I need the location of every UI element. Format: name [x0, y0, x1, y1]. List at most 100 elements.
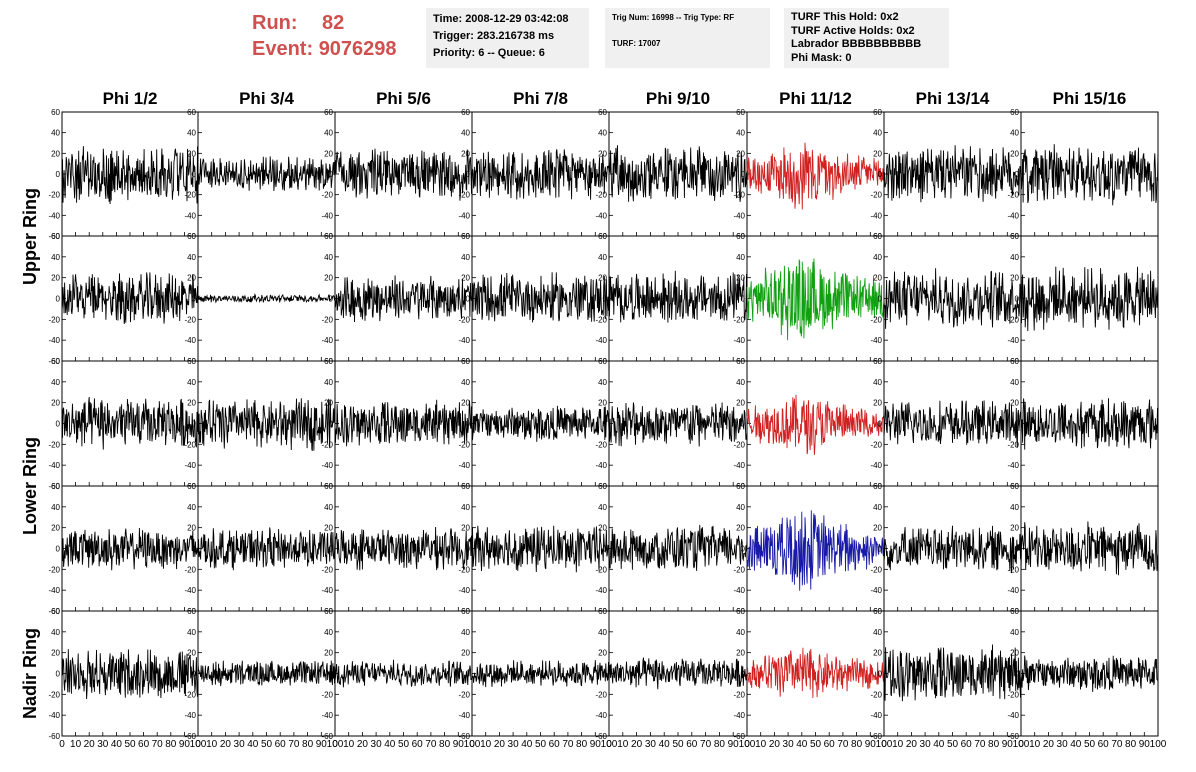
y-tick-label: -40 — [595, 211, 607, 220]
y-tick-label: 20 — [187, 149, 196, 158]
waveform-trace — [608, 402, 748, 447]
x-tick-label: 20 — [220, 739, 232, 750]
y-tick-label: -20 — [1007, 315, 1019, 324]
y-tick-label: -20 — [870, 440, 882, 449]
y-tick-label: 20 — [187, 649, 196, 658]
y-tick-label: 40 — [187, 378, 196, 387]
x-tick-label: 20 — [357, 739, 369, 750]
x-tick-label: 0 — [881, 739, 887, 750]
y-tick-label: 40 — [873, 253, 882, 262]
y-tick-label: 0 — [1015, 170, 1020, 179]
y-tick-label: 20 — [461, 649, 470, 658]
y-tick-label: -40 — [1007, 211, 1019, 220]
y-tick-label: 20 — [736, 274, 745, 283]
y-tick-label: 60 — [873, 482, 882, 491]
x-tick-label: 10 — [755, 739, 767, 750]
y-tick-label: 40 — [51, 129, 60, 138]
turf-active-line: TURF Active Holds: 0x2 — [791, 24, 915, 37]
y-tick-label: 40 — [873, 129, 882, 138]
y-tick-label: 40 — [461, 628, 470, 637]
x-tick-label: 100 — [190, 739, 207, 750]
y-tick-label: 20 — [598, 399, 607, 408]
y-tick-label: -20 — [1007, 565, 1019, 574]
panel-r5-c5: -60 -40 -20 0 20 40 60 — [595, 607, 748, 741]
y-tick-label: -40 — [321, 461, 333, 470]
y-tick-label: 0 — [741, 170, 746, 179]
trigger-line: Trigger: 283.216738 ms — [433, 30, 555, 42]
y-tick-label: 0 — [56, 420, 61, 429]
y-tick-label: 60 — [873, 357, 882, 366]
x-tick-label: 40 — [796, 739, 808, 750]
y-tick-label: 20 — [51, 399, 60, 408]
trig-line: Trig Num: 16998 -- Trig Type: RF — [612, 13, 735, 22]
y-tick-label: 40 — [1010, 253, 1019, 262]
panel-r5-c4: -60 -40 -20 0 20 40 60 — [458, 607, 610, 741]
y-tick-label: 0 — [741, 670, 746, 679]
x-tick-label: 70 — [1111, 739, 1123, 750]
panel-r5-c7: -60 -40 -20 0 20 40 60 — [870, 607, 1022, 741]
waveform-trace — [1020, 144, 1159, 206]
waveform-trace — [334, 526, 473, 571]
y-tick-label: 60 — [1010, 482, 1019, 491]
y-tick-label: 0 — [603, 670, 608, 679]
x-tick-label: 30 — [783, 739, 795, 750]
x-tick-label: 90 — [179, 739, 191, 750]
y-tick-label: 0 — [56, 295, 61, 304]
y-tick-label: 60 — [1010, 232, 1019, 241]
y-tick-label: 20 — [873, 399, 882, 408]
y-tick-label: -20 — [733, 440, 745, 449]
y-tick-label: -20 — [48, 690, 60, 699]
y-tick-label: 40 — [598, 253, 607, 262]
y-tick-label: -40 — [48, 336, 60, 345]
y-tick-label: -20 — [48, 565, 60, 574]
y-tick-label: -40 — [1007, 336, 1019, 345]
x-tick-label: 60 — [412, 739, 424, 750]
y-tick-label: 60 — [1010, 607, 1019, 616]
y-tick-label: -40 — [733, 711, 745, 720]
time-line: Time: 2008-12-29 03:42:08 — [433, 13, 569, 25]
y-tick-label: 40 — [51, 253, 60, 262]
x-tick-label: 60 — [275, 739, 287, 750]
x-tick-label: 80 — [851, 739, 863, 750]
y-tick-label: 60 — [873, 607, 882, 616]
x-tick-label: 40 — [247, 739, 259, 750]
x-tick-label: 80 — [302, 739, 314, 750]
x-tick-label: 70 — [562, 739, 574, 750]
x-tick-label: 90 — [453, 739, 465, 750]
y-tick-label: 20 — [1010, 649, 1019, 658]
y-tick-label: 60 — [324, 232, 333, 241]
x-tick-label: 80 — [576, 739, 588, 750]
y-tick-label: 20 — [736, 149, 745, 158]
x-tick-label: 10 — [1029, 739, 1041, 750]
y-tick-label: -40 — [321, 336, 333, 345]
y-tick-label: 0 — [56, 545, 61, 554]
y-tick-label: 40 — [461, 503, 470, 512]
x-tick-label: 40 — [521, 739, 533, 750]
x-tick-label: 50 — [947, 739, 959, 750]
y-tick-label: 40 — [324, 129, 333, 138]
waveform-trace — [334, 659, 473, 688]
y-tick-label: 20 — [1010, 524, 1019, 533]
y-tick-label: 40 — [736, 628, 745, 637]
panel-frame — [197, 235, 336, 362]
y-tick-label: -40 — [458, 586, 470, 595]
y-tick-label: -40 — [321, 211, 333, 220]
y-tick-label: 0 — [878, 170, 883, 179]
y-tick-label: -60 — [321, 732, 333, 741]
x-tick-label: 20 — [1043, 739, 1055, 750]
y-tick-label: -60 — [458, 732, 470, 741]
time-info-box: Time: 2008-12-29 03:42:08 Trigger: 283.2… — [426, 8, 589, 68]
y-tick-label: 0 — [741, 545, 746, 554]
y-tick-label: -40 — [184, 711, 196, 720]
y-tick-label: -40 — [458, 336, 470, 345]
waveform-trace — [746, 394, 885, 455]
y-tick-label: 0 — [466, 670, 471, 679]
waveform-trace — [746, 647, 885, 699]
y-tick-label: 0 — [603, 170, 608, 179]
y-tick-label: 0 — [1015, 420, 1020, 429]
